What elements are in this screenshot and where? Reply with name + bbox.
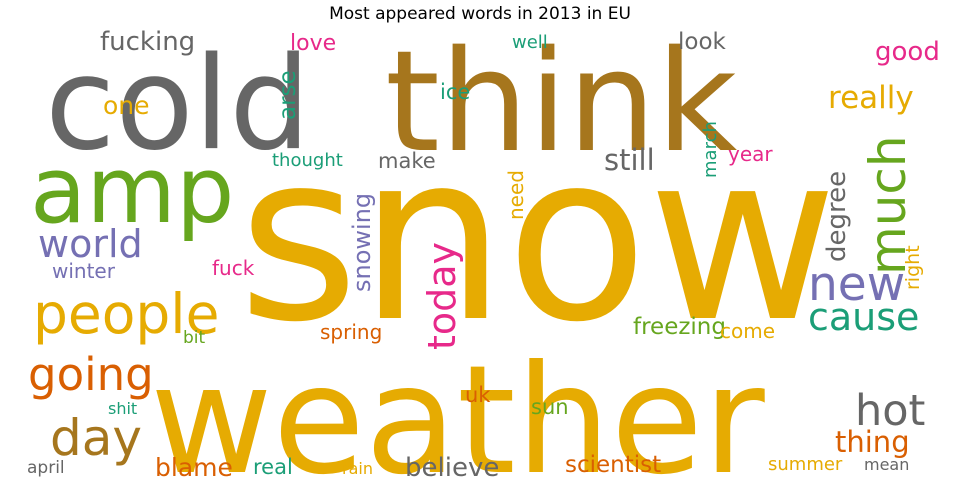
word-scientist: scientist (565, 452, 661, 478)
word-fuck: fuck (212, 256, 255, 280)
word-really: really (828, 80, 914, 116)
word-new: new (808, 257, 905, 312)
word-people: people (33, 282, 219, 346)
word-still: still (604, 143, 655, 177)
word-degree: degree (822, 171, 852, 262)
word-weather: weather (150, 334, 765, 500)
word-come: come (720, 319, 775, 343)
word-one: one (103, 91, 150, 120)
word-well: well (512, 32, 548, 53)
word-day: day (50, 409, 142, 467)
word-april: april (27, 458, 65, 478)
word-thought: thought (272, 150, 343, 171)
word-shit: shit (108, 399, 137, 418)
word-freezing: freezing (633, 314, 726, 340)
word-blame: blame (155, 453, 233, 482)
word-uk: uk (465, 383, 491, 407)
word-rain: rain (342, 459, 373, 478)
word-bit: bit (183, 328, 206, 348)
word-mean: mean (864, 455, 909, 474)
word-winter: winter (52, 259, 116, 283)
word-need: need (504, 170, 528, 220)
word-believe: believe (405, 453, 499, 483)
word-much: much (859, 135, 917, 275)
word-hot: hot (855, 386, 925, 436)
word-sun: sun (531, 395, 569, 419)
word-make: make (378, 149, 436, 173)
word-thing: thing (835, 425, 910, 459)
word-today: today (420, 242, 464, 350)
word-summer: summer (768, 454, 843, 475)
word-right: right (902, 245, 924, 290)
word-ice: ice (440, 80, 470, 104)
word-year: year (728, 142, 773, 166)
word-world: world (38, 222, 143, 266)
word-snowing: snowing (348, 193, 376, 292)
word-love: love (290, 31, 336, 56)
word-good: good (875, 37, 940, 67)
word-cause: cause (808, 295, 919, 339)
word-snow: snow (238, 103, 838, 373)
word-arse: arse (275, 70, 301, 120)
word-cold: cold (45, 30, 311, 179)
word-real: real (253, 455, 293, 479)
word-march: march (700, 121, 721, 178)
word-going: going (28, 348, 154, 401)
word-amp: amp (30, 137, 234, 244)
chart-title: Most appeared words in 2013 in EU (329, 4, 631, 24)
word-look: look (678, 29, 727, 55)
word-fucking: fucking (100, 27, 195, 57)
word-think: think (385, 21, 737, 184)
word-spring: spring (320, 320, 382, 344)
